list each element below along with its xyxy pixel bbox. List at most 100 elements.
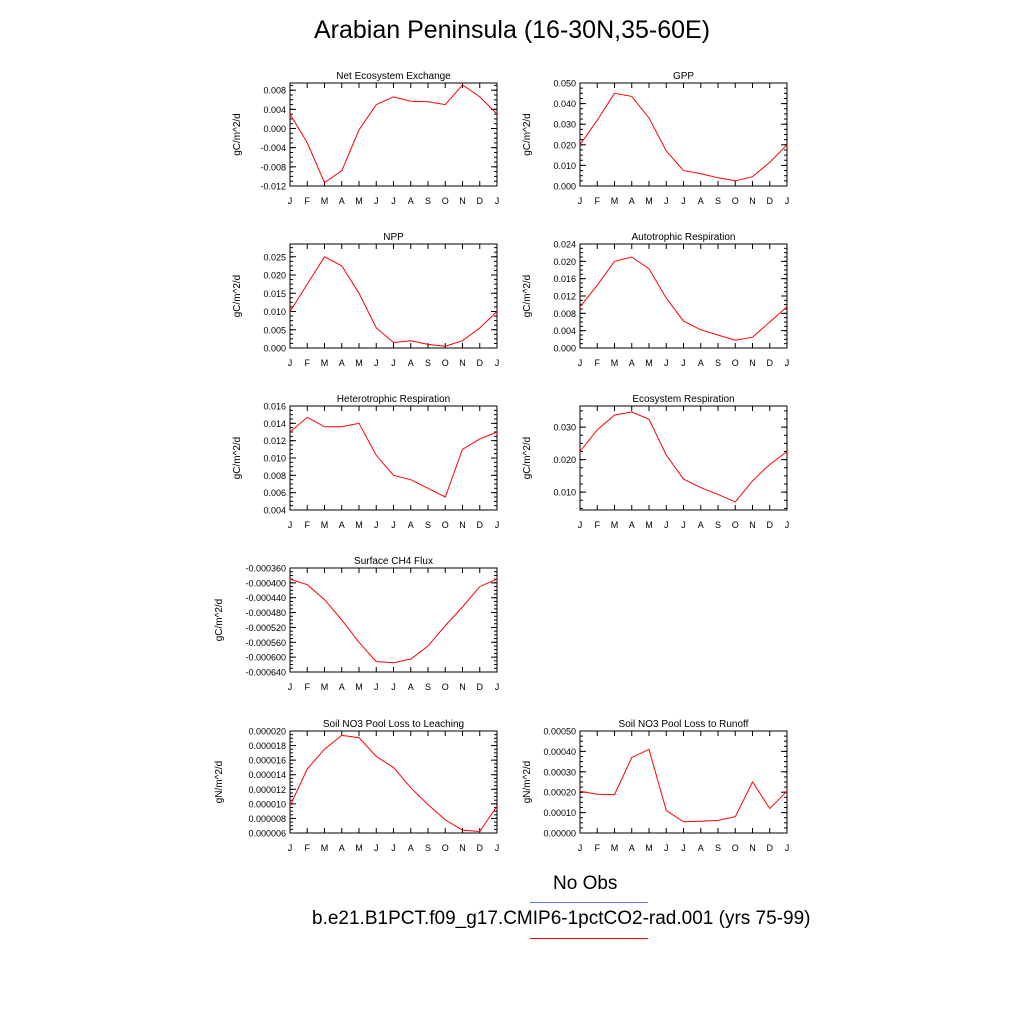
x-tick-label: M xyxy=(355,843,363,853)
page-title: Arabian Peninsula (16-30N,35-60E) xyxy=(313,16,711,44)
x-tick-label: F xyxy=(305,843,311,853)
x-tick-label: A xyxy=(408,196,414,206)
chart-title: Soil NO3 Pool Loss to Runoff xyxy=(619,719,749,730)
chart-title: GPP xyxy=(673,71,694,82)
y-tick-label: 0.000 xyxy=(553,182,576,192)
x-tick-label: J xyxy=(374,843,379,853)
chart-title: Ecosystem Respiration xyxy=(632,394,734,405)
legend-line-obs xyxy=(530,902,648,903)
x-tick-label: D xyxy=(477,843,484,853)
y-tick-label: 0.000008 xyxy=(248,814,286,824)
y-tick-label: 0.004 xyxy=(553,326,576,336)
y-tick-label: -0.000640 xyxy=(245,668,286,678)
x-tick-label: F xyxy=(595,520,601,530)
x-tick-label: D xyxy=(767,358,774,368)
plot-frame xyxy=(289,405,498,511)
x-tick-label: J xyxy=(374,358,379,368)
x-tick-label: S xyxy=(715,520,721,530)
x-tick-label: J xyxy=(664,196,669,206)
y-tick-label: 0.020 xyxy=(553,455,576,465)
x-tick-label: F xyxy=(595,196,601,206)
y-tick-label: 0.008 xyxy=(263,471,286,481)
x-tick-label: S xyxy=(715,843,721,853)
x-tick-label: F xyxy=(305,520,311,530)
y-tick-label: 0.000 xyxy=(553,344,576,354)
x-tick-label: A xyxy=(629,196,635,206)
x-tick-label: O xyxy=(442,682,449,692)
plot-frame xyxy=(579,405,788,511)
x-tick-label: D xyxy=(767,843,774,853)
x-tick-label: M xyxy=(611,520,619,530)
legend-label-model: b.e21.B1PCT.f09_g17.CMIP6-1pctCO2-rad.00… xyxy=(312,908,811,929)
y-tick-label: 0.000018 xyxy=(248,741,286,751)
x-tick-label: F xyxy=(595,843,601,853)
x-tick-label: J xyxy=(495,520,500,530)
chart-title: Heterotrophic Respiration xyxy=(337,394,450,405)
x-tick-label: J xyxy=(681,358,686,368)
y-axis-label: gN/m^2/d xyxy=(522,761,533,804)
x-tick-label: M xyxy=(355,358,363,368)
x-tick-label: J xyxy=(785,196,790,206)
x-tick-label: J xyxy=(578,196,583,206)
chart-title: Soil NO3 Pool Loss to Leaching xyxy=(323,719,464,730)
x-tick-label: N xyxy=(459,358,466,368)
x-tick-label: S xyxy=(715,196,721,206)
x-tick-label: J xyxy=(681,843,686,853)
x-tick-label: J xyxy=(374,682,379,692)
series-line xyxy=(579,256,788,341)
x-tick-label: M xyxy=(645,520,653,530)
x-tick-label: S xyxy=(425,196,431,206)
series-line xyxy=(579,748,788,823)
x-tick-label: S xyxy=(425,843,431,853)
x-tick-label: A xyxy=(408,358,414,368)
plot-frame xyxy=(289,243,498,349)
y-axis-label: gC/m^2/d xyxy=(214,599,225,642)
x-tick-label: O xyxy=(732,843,739,853)
x-tick-label: D xyxy=(477,358,484,368)
x-tick-label: D xyxy=(477,682,484,692)
y-tick-label: 0.00020 xyxy=(543,788,576,798)
x-tick-label: J xyxy=(578,520,583,530)
y-tick-label: 0.014 xyxy=(263,419,286,429)
y-tick-label: -0.000520 xyxy=(245,623,286,633)
y-axis-label: gC/m^2/d xyxy=(232,437,243,480)
y-tick-label: 0.000012 xyxy=(248,785,286,795)
y-tick-label: -0.000560 xyxy=(245,638,286,648)
x-tick-label: J xyxy=(374,520,379,530)
y-tick-label: 0.008 xyxy=(263,86,286,96)
plot-frame xyxy=(289,82,498,187)
y-tick-label: 0.050 xyxy=(553,79,576,89)
x-tick-label: M xyxy=(611,196,619,206)
y-tick-label: 0.016 xyxy=(263,402,286,412)
y-tick-label: 0.00000 xyxy=(543,829,576,839)
x-tick-label: O xyxy=(732,196,739,206)
y-axis-label: gC/m^2/d xyxy=(232,275,243,318)
y-tick-label: 0.010 xyxy=(263,307,286,317)
x-tick-label: M xyxy=(355,520,363,530)
x-tick-label: D xyxy=(477,196,484,206)
x-tick-label: D xyxy=(477,520,484,530)
y-tick-label: 0.020 xyxy=(553,140,576,150)
x-tick-label: A xyxy=(629,520,635,530)
chart-title: Autotrophic Respiration xyxy=(632,232,736,243)
y-axis-label: gC/m^2/d xyxy=(232,113,243,156)
x-tick-label: A xyxy=(629,843,635,853)
x-tick-label: J xyxy=(681,196,686,206)
y-tick-label: -0.012 xyxy=(260,182,286,192)
x-tick-label: J xyxy=(495,358,500,368)
x-tick-label: A xyxy=(698,843,704,853)
x-tick-label: J xyxy=(288,358,293,368)
x-tick-label: A xyxy=(698,196,704,206)
y-tick-label: 0.000 xyxy=(263,344,286,354)
x-tick-label: J xyxy=(664,843,669,853)
x-tick-label: N xyxy=(749,358,756,368)
x-tick-label: N xyxy=(459,682,466,692)
x-tick-label: J xyxy=(391,196,396,206)
x-tick-label: A xyxy=(339,196,345,206)
x-tick-label: A xyxy=(698,520,704,530)
chart-title: NPP xyxy=(383,232,404,243)
x-tick-label: F xyxy=(305,196,311,206)
